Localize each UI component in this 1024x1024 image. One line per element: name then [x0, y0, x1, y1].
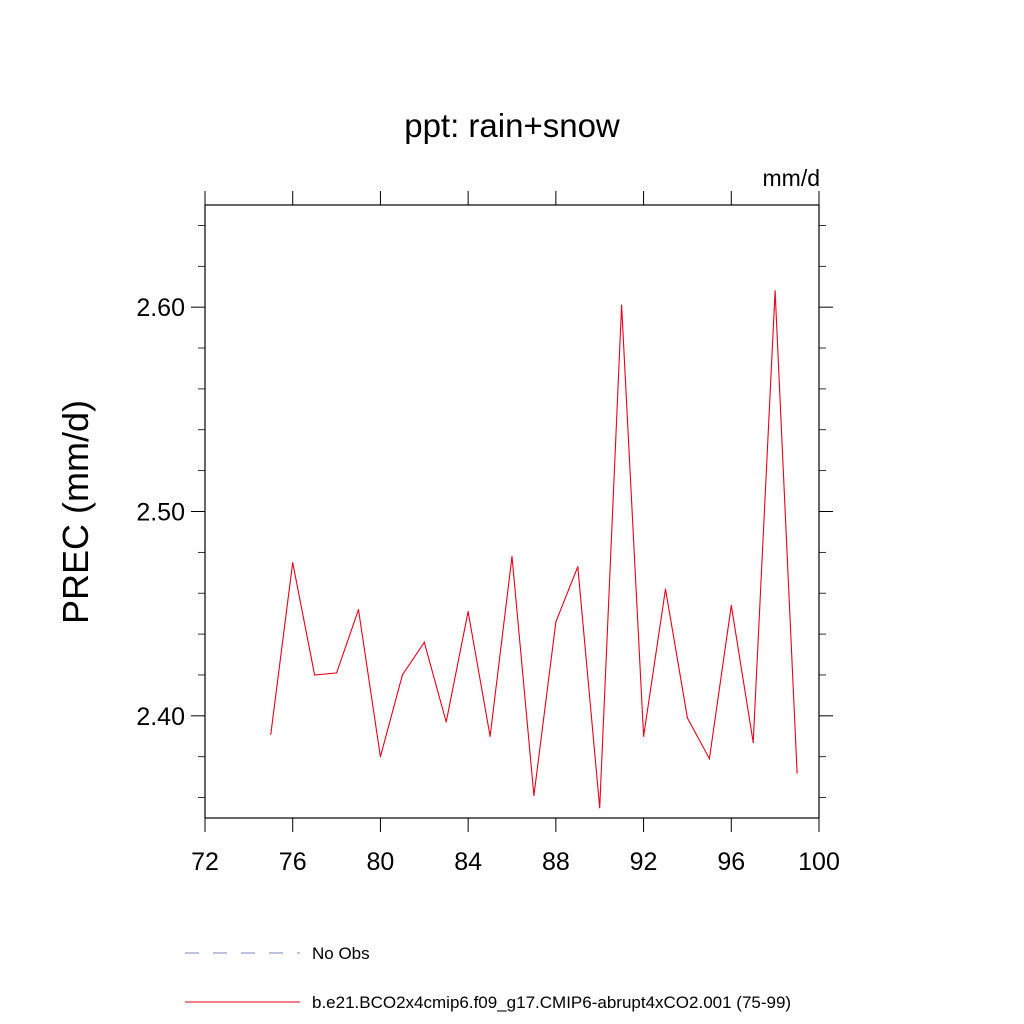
x-tick-label: 72 — [191, 848, 219, 876]
data-point — [752, 741, 754, 743]
x-tick-label: 80 — [367, 848, 395, 876]
data-point — [379, 756, 382, 758]
x-tick-label: 88 — [542, 848, 570, 876]
data-point — [796, 772, 798, 774]
legend-label: b.e21.BCO2x4cmip6.f09_g17.CMIP6-abrupt4x… — [312, 993, 791, 1012]
data-point — [577, 566, 579, 568]
chart-title: ppt: rain+snow — [404, 107, 620, 144]
data-point — [664, 588, 667, 590]
axis-ticks — [191, 191, 833, 832]
y-tick-label: 2.40 — [136, 703, 185, 731]
data-point — [555, 621, 557, 623]
series-lines — [270, 290, 798, 809]
data-point — [423, 641, 425, 643]
series-line — [270, 290, 798, 808]
x-tick-label: 96 — [717, 848, 745, 876]
data-point — [642, 735, 645, 737]
data-point — [774, 290, 776, 292]
units-label: mm/d — [763, 165, 821, 191]
data-point — [292, 561, 294, 564]
x-tick-label: 100 — [798, 848, 840, 876]
y-axis-label: PREC (mm/d) — [55, 400, 96, 624]
legend: No Obs b.e21.BCO2x4cmip6.f09_g17.CMIP6-ab… — [185, 944, 791, 1012]
data-point — [708, 758, 710, 760]
data-point — [621, 304, 623, 306]
plot-frame — [204, 204, 820, 819]
data-point — [533, 794, 535, 797]
x-tick-label: 76 — [279, 848, 307, 876]
data-point — [445, 721, 447, 723]
data-point — [357, 608, 360, 611]
data-point — [401, 674, 403, 676]
data-point — [730, 604, 732, 607]
x-tick-label: 84 — [454, 848, 482, 876]
x-tick-label: 92 — [630, 848, 658, 876]
y-tick-label: 2.50 — [136, 499, 185, 527]
data-point — [599, 807, 601, 809]
data-point — [511, 555, 513, 558]
data-point — [335, 672, 338, 674]
legend-label: No Obs — [312, 944, 370, 963]
y-tick-label: 2.60 — [136, 294, 185, 322]
data-point — [270, 733, 272, 735]
data-point — [686, 717, 689, 719]
data-point — [314, 674, 316, 676]
data-point — [467, 611, 469, 613]
tick-labels: 72 76 80 84 88 92 96 100 2.40 2.50 2.60 — [136, 294, 840, 876]
data-point — [489, 735, 491, 737]
